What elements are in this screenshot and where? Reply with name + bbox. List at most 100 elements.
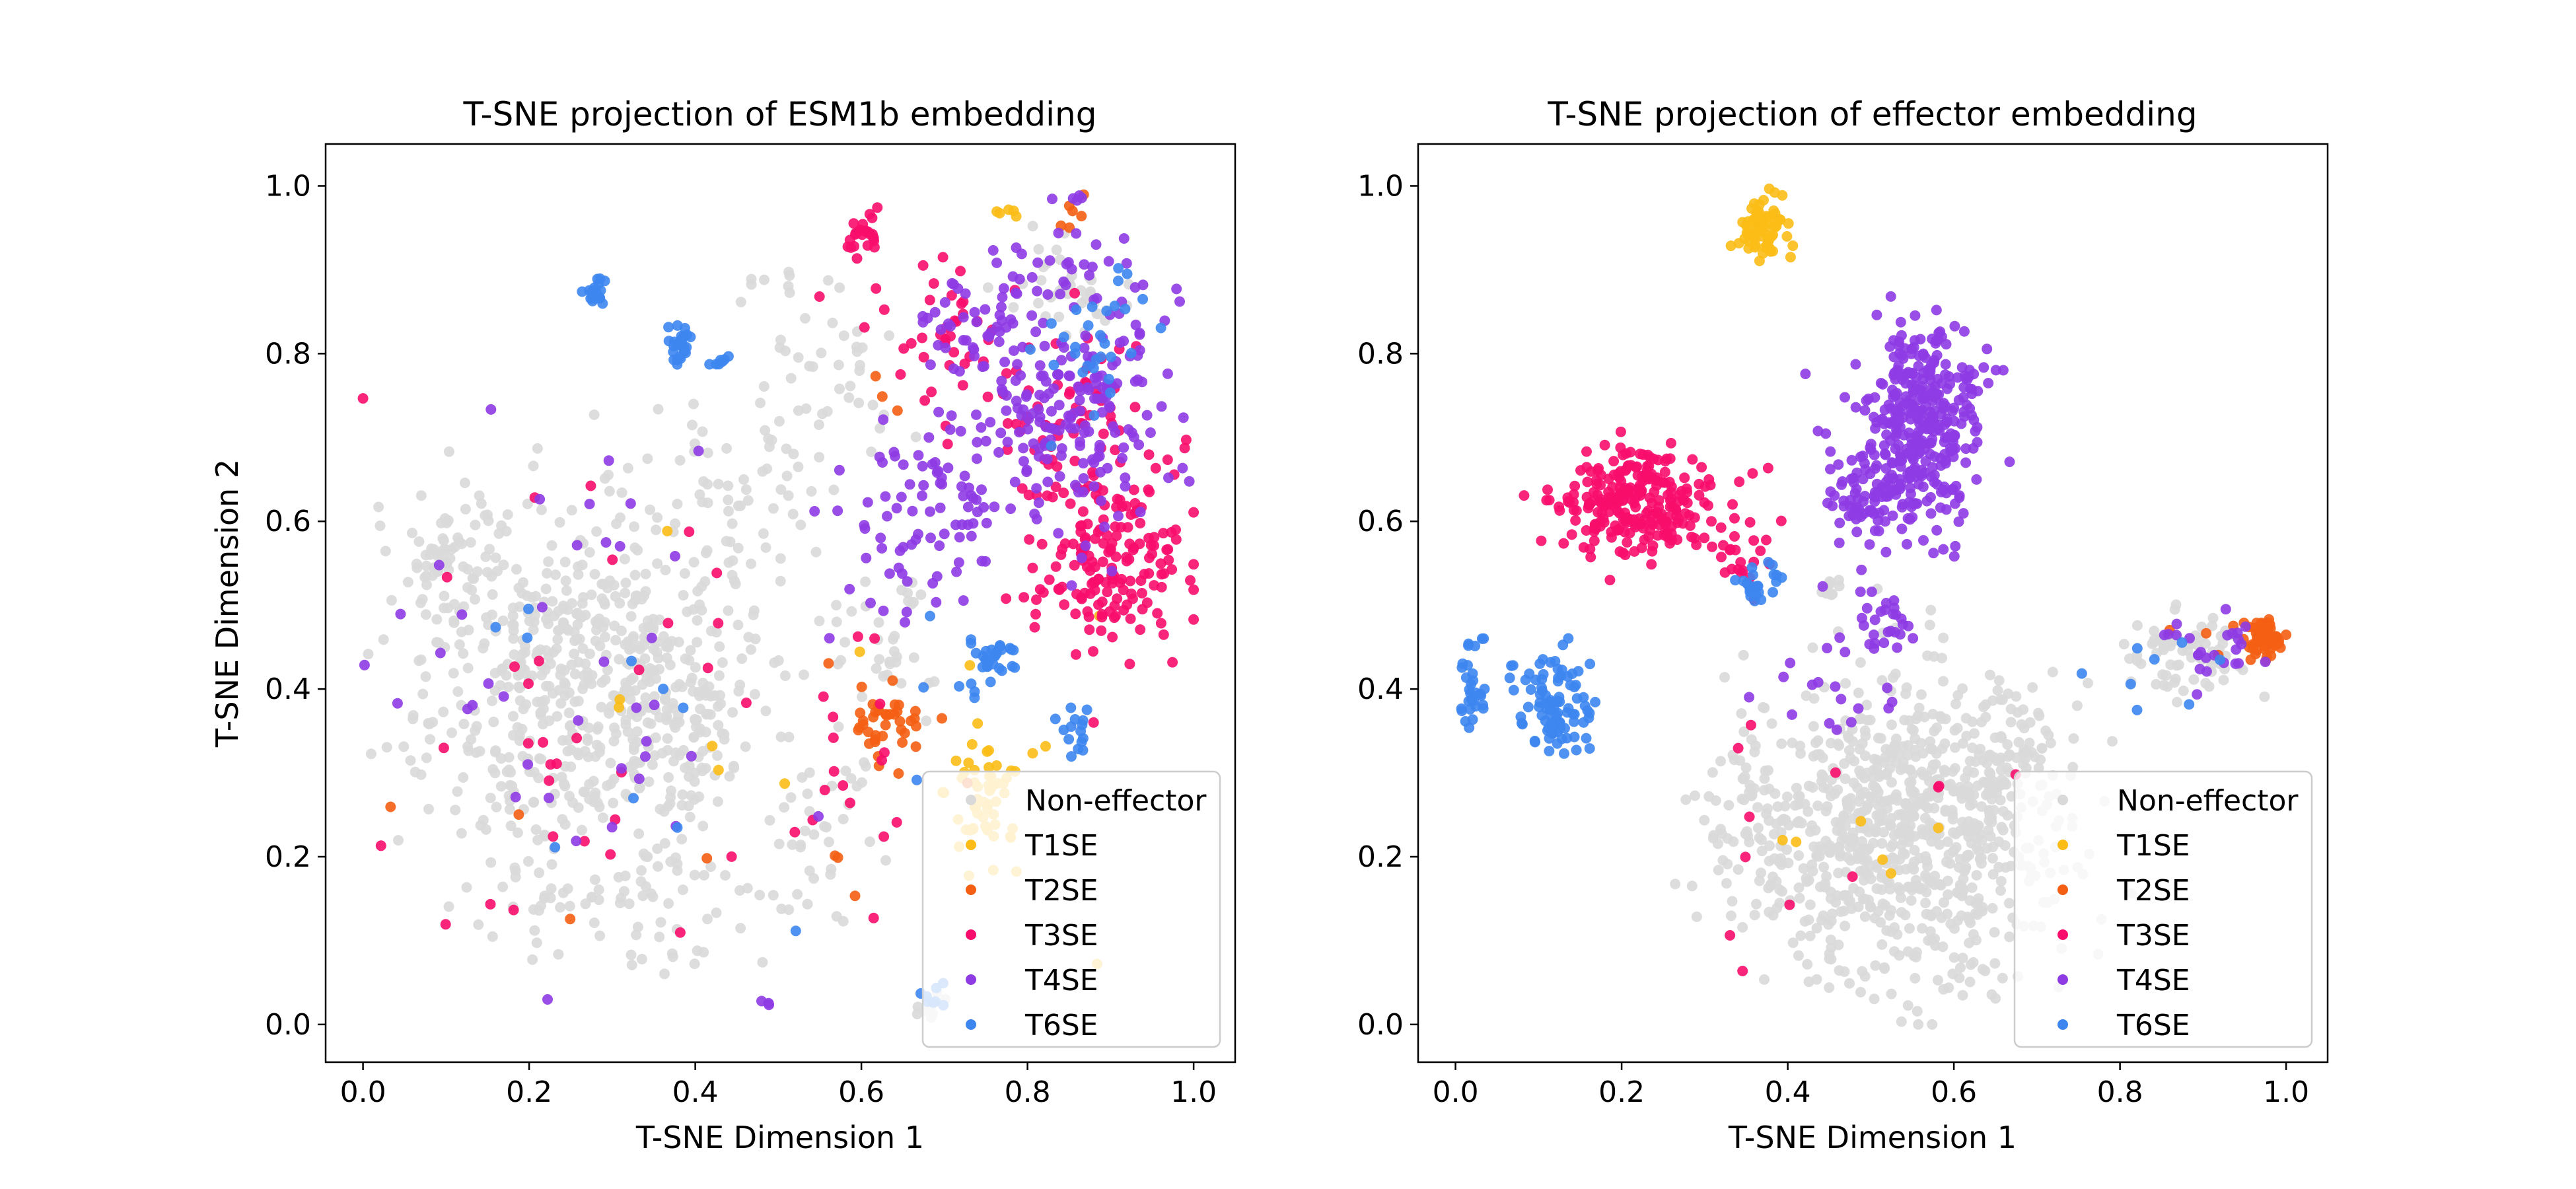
data-point	[981, 517, 992, 528]
data-point	[933, 340, 944, 351]
data-point	[2004, 931, 2015, 943]
data-point	[655, 803, 666, 814]
data-point	[871, 283, 882, 294]
data-point	[711, 567, 723, 579]
data-point	[630, 591, 641, 602]
data-point	[779, 802, 790, 813]
data-point	[1943, 371, 1954, 382]
data-point	[692, 945, 703, 956]
data-point	[1842, 803, 1853, 814]
data-point	[626, 959, 637, 970]
data-point	[1824, 982, 1835, 993]
data-point	[1781, 844, 1793, 855]
data-point	[845, 797, 855, 809]
data-point	[1109, 612, 1120, 624]
data-point	[822, 406, 833, 417]
data-point	[1034, 360, 1046, 371]
data-point	[533, 772, 544, 783]
data-point	[1744, 692, 1755, 703]
legend-box	[2013, 770, 2313, 1048]
data-point	[2207, 612, 2219, 624]
data-point	[470, 519, 481, 530]
data-point	[1754, 832, 1765, 844]
data-point	[1058, 332, 1069, 343]
data-point	[1587, 496, 1598, 507]
data-point	[579, 787, 590, 798]
data-point	[559, 761, 571, 772]
data-point	[1584, 743, 1595, 754]
data-point	[844, 583, 855, 594]
data-point	[594, 742, 606, 753]
data-point	[1824, 847, 1836, 858]
data-point	[522, 759, 534, 770]
data-point	[1825, 934, 1836, 945]
data-point	[1589, 535, 1600, 546]
data-point	[1939, 897, 1949, 908]
data-point	[987, 245, 999, 256]
data-point	[719, 729, 730, 740]
data-point	[1074, 394, 1085, 406]
data-point	[1120, 481, 1131, 492]
data-point	[2215, 654, 2225, 665]
data-point	[402, 577, 413, 588]
data-point	[1636, 542, 1647, 554]
data-point	[707, 740, 718, 752]
data-point	[1053, 369, 1064, 380]
data-point	[577, 598, 588, 609]
data-point	[471, 721, 482, 732]
data-point	[1970, 935, 1982, 946]
series-t4se	[359, 190, 1195, 1011]
data-point	[2258, 630, 2268, 641]
data-point	[1021, 389, 1032, 400]
data-point	[1606, 532, 1617, 543]
data-point	[793, 461, 804, 472]
data-point	[924, 295, 935, 306]
data-point	[508, 625, 519, 636]
data-point	[1825, 446, 1836, 457]
data-point	[1949, 402, 1960, 414]
data-point	[1534, 658, 1546, 669]
data-point	[760, 705, 771, 717]
data-point	[495, 781, 507, 792]
data-point	[746, 558, 756, 569]
data-point	[1136, 588, 1147, 598]
data-point	[639, 591, 649, 602]
data-point	[423, 803, 434, 814]
data-point	[1733, 564, 1744, 575]
data-point	[631, 702, 642, 713]
data-point	[760, 542, 771, 553]
data-point	[893, 562, 904, 573]
data-point	[2281, 630, 2292, 640]
data-point	[783, 904, 795, 916]
data-point	[851, 253, 863, 264]
data-point	[1044, 255, 1055, 266]
data-point	[1818, 861, 1830, 873]
data-point	[1850, 359, 1861, 370]
data-point	[787, 509, 799, 520]
data-point	[1110, 445, 1121, 456]
data-point	[512, 722, 523, 733]
data-point	[1768, 871, 1779, 883]
data-point	[508, 711, 519, 722]
data-point	[1762, 462, 1773, 474]
data-point	[626, 611, 637, 622]
data-point	[583, 751, 594, 762]
data-point	[1906, 776, 1917, 787]
data-point	[831, 600, 842, 611]
data-point	[2178, 685, 2189, 696]
data-point	[1538, 668, 1549, 680]
data-point	[561, 624, 573, 635]
data-point	[1595, 480, 1606, 491]
data-point	[804, 767, 815, 778]
data-point	[724, 771, 735, 782]
data-point	[1047, 194, 1057, 205]
data-point	[1784, 899, 1795, 910]
data-point	[1754, 875, 1765, 886]
data-point	[1744, 811, 1755, 822]
data-point	[1069, 287, 1080, 299]
data-point	[840, 766, 851, 777]
data-point	[1793, 882, 1805, 893]
data-point	[589, 282, 600, 293]
data-point	[712, 750, 723, 761]
